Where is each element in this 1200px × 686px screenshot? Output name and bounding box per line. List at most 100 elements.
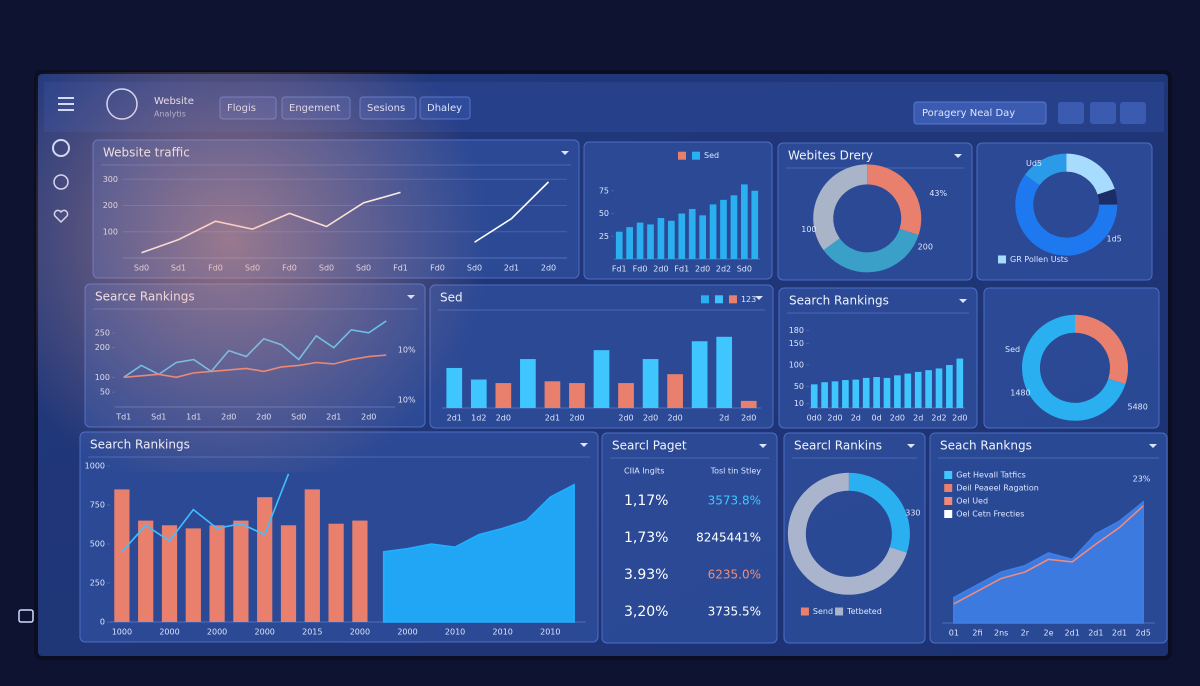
x-tick-label: 2d0 [741,414,756,423]
bar [328,523,344,622]
panel-title: Seach Rankngs [940,439,1032,453]
line [121,473,290,553]
y-tick-label: 100 [103,227,118,236]
x-tick-label: 2d0 [256,413,271,422]
x-tick-label: 2d0 [361,413,376,422]
panel [92,139,580,279]
dropdown-label[interactable]: Poragery Neal Day [922,108,1015,119]
legend-swatch [944,471,953,479]
legend-swatch [800,607,809,616]
legend-swatch [944,510,953,518]
bar [615,231,623,259]
y-tick-label: 250 [90,579,105,588]
x-tick-label: 2d0 [890,414,905,423]
x-tick-label: 1000 [112,628,132,637]
area [382,483,575,623]
donut-segment [1065,153,1115,195]
dropdown[interactable] [913,101,1047,125]
x-tick-label: 2010 [445,628,465,637]
panel-menu[interactable] [580,443,588,447]
x-tick-label: Fd0 [282,264,297,273]
legend-label: Get Hevall Tatfics [956,471,1026,480]
sidebar-icon[interactable] [18,609,34,623]
panel-menu[interactable] [755,296,763,300]
tab-label[interactable]: Flogis [227,103,256,114]
x-tick-label: 2000 [159,628,179,637]
bar [914,371,922,408]
tab-label[interactable]: Sesions [367,103,405,114]
table-cell: 3.93% [624,567,668,583]
panel-title: Sed [440,291,463,305]
legend-swatch [678,151,686,160]
legend-label: Oel Ued [956,497,988,506]
annotation: 1d5 [1107,234,1122,243]
y-tick-label: 150 [789,339,804,348]
bar [720,199,727,259]
bar [593,350,610,408]
donut-segment [823,228,919,273]
x-tick-label: Sd1 [171,264,186,273]
donut-segment [1074,314,1128,385]
panel-menu[interactable] [1149,444,1157,448]
x-tick-label: 2d1 [545,414,560,423]
annotation: 1480 [1010,389,1030,398]
table-cell: 1,73% [624,530,668,546]
bar [618,383,634,408]
x-tick-label: 2d1 [447,414,462,423]
x-tick-label: Fd0 [430,264,445,273]
panel-title: Searce Rankings [95,290,195,304]
table-header: CIIA Inglts [624,467,664,476]
tab-label[interactable]: Dhaley [427,103,462,114]
annotation: Sed [1005,345,1020,354]
bar [904,373,912,408]
y-tick-label: 10 [794,399,804,408]
x-tick-label: 2d0 [618,414,633,423]
panel-menu[interactable] [959,299,967,303]
icon-button[interactable] [1120,102,1146,124]
panel-title: Webites Drery [788,149,873,163]
x-tick-label: 2d0 [827,414,842,423]
y-tick-label: 50 [794,382,804,391]
bar [831,381,839,408]
panel-menu[interactable] [954,154,962,158]
bar [667,374,683,408]
x-tick-label: 2015 [302,628,322,637]
y-tick-label: 300 [103,175,118,184]
donut-segment [1024,153,1067,186]
tab-label[interactable]: Engement [289,103,340,114]
bar [647,224,654,259]
table-cell: 1,17% [624,493,668,509]
annotation: 10% [398,395,416,404]
x-tick-label: 2d [913,414,923,423]
panel-menu[interactable] [759,444,767,448]
bar [657,218,665,259]
bar [626,227,633,259]
icon-button[interactable] [1090,102,1116,124]
x-tick-label: 2000 [350,628,370,637]
x-tick-label: Sd0 [291,413,306,422]
table-cell: 3573.8% [708,494,761,508]
bar [668,220,675,259]
panel-menu[interactable] [561,151,569,155]
x-tick-label: 2r [1021,629,1030,638]
icon-button[interactable] [1058,102,1084,124]
bar [114,489,130,622]
donut-segment [848,472,910,553]
x-tick-label: 2010 [540,628,560,637]
bar [257,497,273,622]
annotation: 330 [905,508,920,517]
bar [233,520,249,622]
x-tick-label: 2fi [972,629,982,638]
y-tick-label: 0 [100,618,105,627]
x-tick-label: Sd0 [134,264,149,273]
panel-menu[interactable] [907,444,915,448]
x-tick-label: Td1 [115,413,131,422]
bar [925,370,932,408]
bar [446,367,463,408]
x-tick-label: 0d [872,414,882,423]
y-tick-label: 75 [599,186,609,195]
x-tick-label: 0d0 [807,414,822,423]
bar [883,377,891,408]
donut-segment [787,472,907,595]
